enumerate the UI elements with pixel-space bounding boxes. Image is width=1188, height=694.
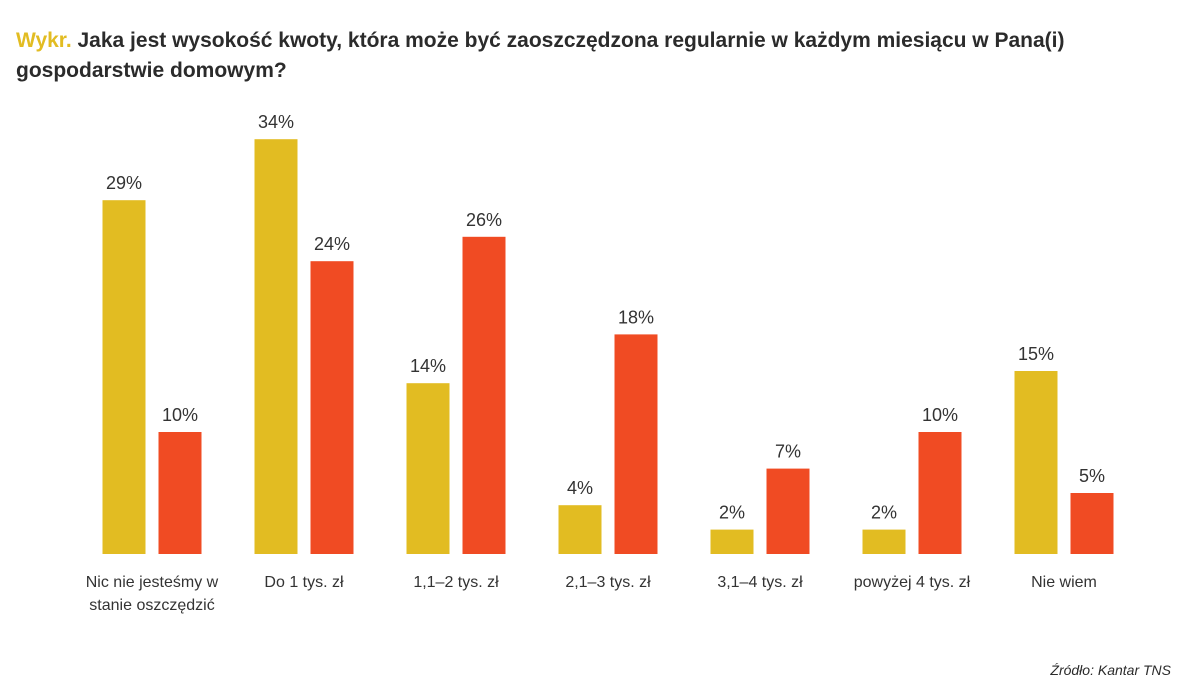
bar-series2-cat2 bbox=[310, 261, 354, 554]
bar-series1-cat5 bbox=[710, 529, 754, 554]
value-label-series2-cat7: 5% bbox=[1079, 466, 1105, 486]
value-label-series2-cat6: 10% bbox=[922, 405, 958, 425]
bar-series2-cat3 bbox=[462, 236, 506, 555]
bars-layer bbox=[102, 139, 1114, 555]
source-note: Źródło: Kantar TNS bbox=[1050, 662, 1171, 678]
bar-series2-cat1 bbox=[158, 432, 202, 554]
value-label-series1-cat3: 14% bbox=[410, 356, 446, 376]
bar-series2-cat5 bbox=[766, 468, 810, 554]
value-label-series2-cat2: 24% bbox=[314, 234, 350, 254]
title-text: Jaka jest wysokość kwoty, która może być… bbox=[16, 29, 1065, 82]
value-label-series2-cat1: 10% bbox=[162, 405, 198, 425]
value-label-series1-cat4: 4% bbox=[567, 478, 593, 498]
value-label-series2-cat3: 26% bbox=[466, 210, 502, 230]
bar-series1-cat6 bbox=[862, 529, 906, 554]
title-prefix: Wykr. bbox=[16, 29, 72, 52]
bar-series2-cat4 bbox=[614, 334, 658, 554]
bar-series1-cat3 bbox=[406, 383, 450, 554]
value-label-series1-cat6: 2% bbox=[871, 503, 897, 523]
value-label-series1-cat7: 15% bbox=[1018, 344, 1054, 364]
bar-series2-cat7 bbox=[1070, 493, 1114, 554]
bar-series1-cat2 bbox=[254, 139, 298, 554]
value-label-series2-cat4: 18% bbox=[618, 307, 654, 327]
value-label-series1-cat5: 2% bbox=[719, 503, 745, 523]
bar-series1-cat4 bbox=[558, 505, 602, 554]
value-label-series1-cat2: 34% bbox=[258, 112, 294, 132]
value-label-series2-cat5: 7% bbox=[775, 442, 801, 462]
chart-title: Wykr. Jaka jest wysokość kwoty, która mo… bbox=[16, 26, 1166, 86]
value-labels-layer: 29% 10% 34% 24% 14% 26% 4% 18% 2% 7% 2% 10% 15% 5% bbox=[106, 112, 1105, 522]
bar-series1-cat7 bbox=[1014, 371, 1058, 554]
value-label-series1-cat1: 29% bbox=[106, 173, 142, 193]
bar-series1-cat1 bbox=[102, 200, 146, 554]
bar-series2-cat6 bbox=[918, 432, 962, 554]
